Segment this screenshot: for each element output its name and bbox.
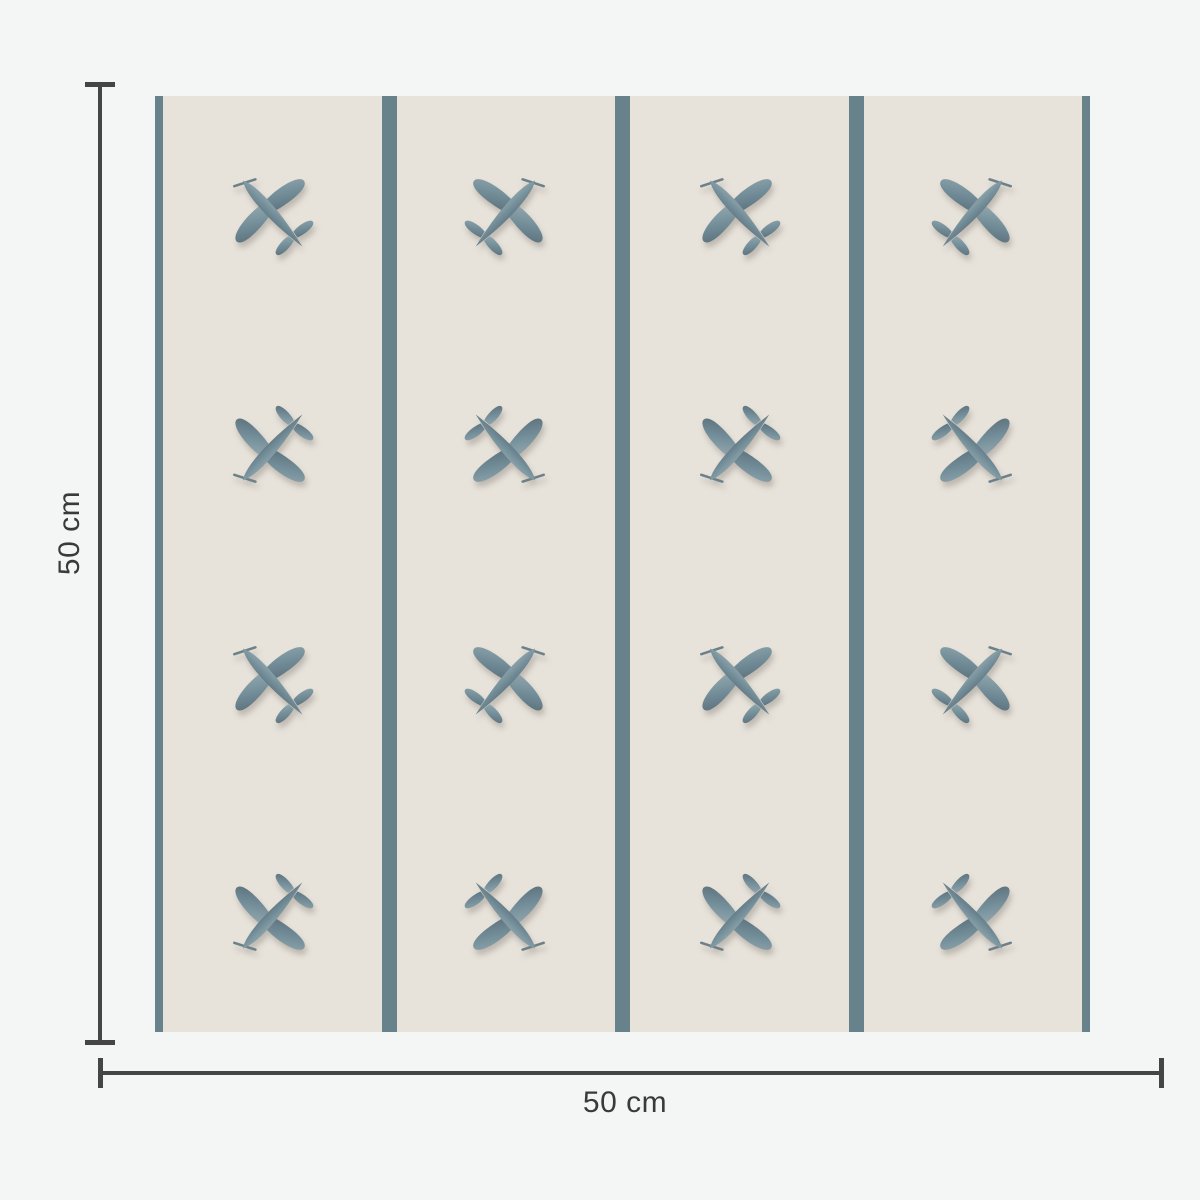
airplane-icon: [906, 146, 1040, 280]
height-dimension-line: [98, 84, 102, 1044]
plane-cell: [864, 798, 1083, 1032]
airplane-icon: [672, 614, 806, 748]
plane-cell: [163, 330, 382, 564]
plane-cell: [630, 564, 849, 798]
plane-cell: [397, 96, 616, 330]
plane-cell: [163, 564, 382, 798]
pattern-column: [630, 96, 849, 1032]
airplane-icon: [906, 380, 1040, 514]
pattern-column: [397, 96, 616, 1032]
airplane-icon: [906, 848, 1040, 982]
stripe-divider: [848, 96, 864, 1032]
plane-cell: [864, 96, 1083, 330]
plane-cell: [163, 96, 382, 330]
plane-cell: [864, 564, 1083, 798]
stripe-left-edge: [155, 96, 163, 1032]
width-dimension-line: [100, 1071, 1163, 1075]
airplane-icon: [672, 146, 806, 280]
plane-cell: [397, 564, 616, 798]
airplane-icon: [672, 848, 806, 982]
stripe-right-edge: [1082, 96, 1090, 1032]
airplane-icon: [439, 848, 573, 982]
plane-cell: [864, 330, 1083, 564]
width-dimension-cap-left: [98, 1058, 103, 1088]
height-dimension-label: 50 cm: [53, 490, 86, 576]
airplane-icon: [205, 380, 339, 514]
plane-cell: [630, 96, 849, 330]
stripe-divider: [615, 96, 630, 1032]
pattern-column: [163, 96, 382, 1032]
airplane-icon: [672, 380, 806, 514]
airplane-icon: [906, 614, 1040, 748]
plane-cell: [630, 798, 849, 1032]
plane-cell: [630, 330, 849, 564]
airplane-icon: [205, 848, 339, 982]
height-dimension-cap-top: [85, 82, 115, 87]
airplane-icon: [439, 380, 573, 514]
width-dimension-label: 50 cm: [582, 1086, 668, 1119]
plane-cell: [397, 330, 616, 564]
pattern-column: [864, 96, 1083, 1032]
plane-cell: [397, 798, 616, 1032]
airplane-icon: [205, 146, 339, 280]
plane-cell: [163, 798, 382, 1032]
airplane-icon: [205, 614, 339, 748]
wallpaper-swatch: [155, 96, 1090, 1032]
airplane-icon: [439, 614, 573, 748]
height-dimension-cap-bottom: [85, 1040, 115, 1045]
width-dimension-cap-right: [1159, 1058, 1164, 1088]
airplane-icon: [439, 146, 573, 280]
stripe-divider: [381, 96, 397, 1032]
